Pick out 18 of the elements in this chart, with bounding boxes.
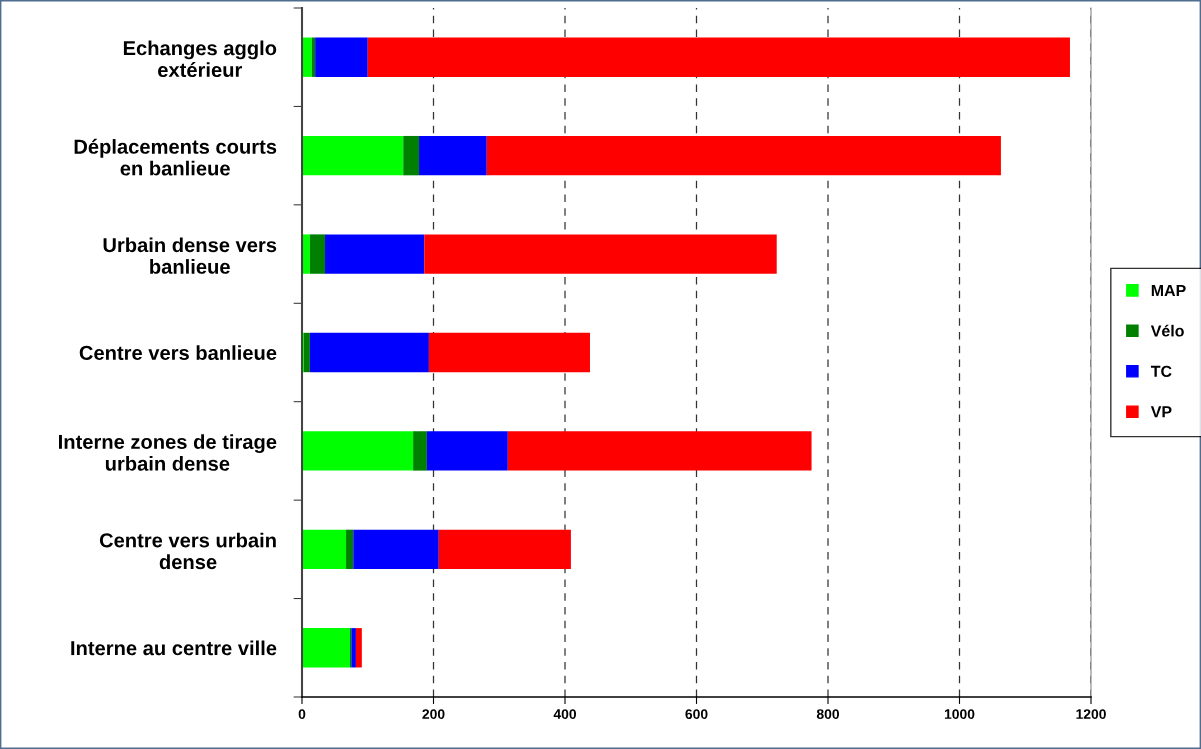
x-tick-label: 0 [298, 709, 306, 720]
y-tick-label: Urbain dense vers banlieue [103, 237, 277, 274]
x-tick-label: 200 [422, 709, 445, 720]
x-tick-label: 1000 [944, 709, 975, 720]
y-tick-label: Interne au centre ville [71, 640, 277, 656]
x-tick-label: 800 [816, 709, 840, 720]
legend-label: MAP [1151, 284, 1186, 296]
legend-label: VP [1150, 406, 1172, 418]
legend-label: TC [1150, 365, 1172, 378]
x-tick-label: 1200 [1076, 709, 1106, 720]
legend-label: Vélo [1150, 324, 1184, 337]
x-tick-label: 600 [685, 709, 708, 720]
y-tick-label: Interne zones de tirage urbain dense [59, 434, 277, 471]
y-tick-label: Centre vers banlieue [79, 345, 277, 360]
y-tick-label: Centre vers urbain dense [99, 532, 276, 570]
y-tick-label: Echanges agglo extérieur [123, 40, 277, 78]
x-tick-label: 400 [553, 709, 577, 720]
y-tick-label: Déplacements courts en banlieue [74, 138, 277, 176]
